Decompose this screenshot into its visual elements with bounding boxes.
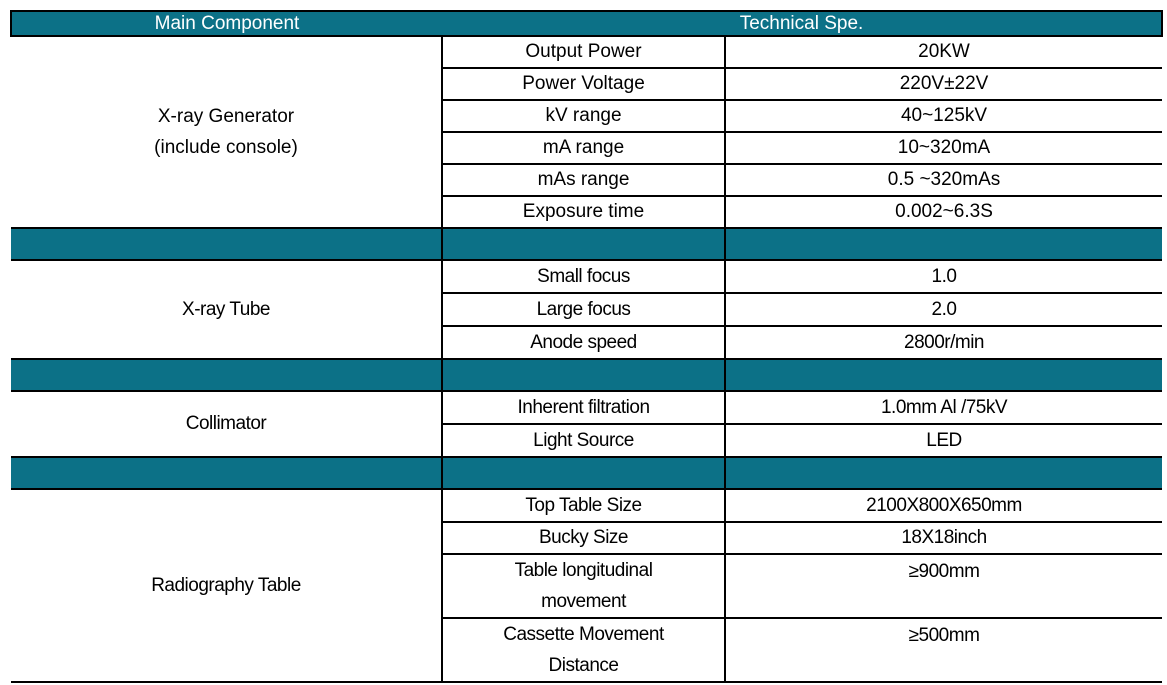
table-header-row: Main Component Technical Spe. [10, 10, 1164, 37]
component-cell-xray-tube: X-ray Tube [11, 259, 443, 360]
component-label-line: X-ray Generator [157, 106, 295, 127]
separator-row [11, 227, 1163, 261]
param-label-line: Table longitudinal [514, 560, 653, 581]
table-row: Radiography Table Top Table Size 2100X80… [11, 488, 1163, 683]
spec-table: Main Component Technical Spe. X-ray Gene… [10, 10, 1164, 683]
value-cell-kv-range: 40~125kV [723, 99, 1163, 133]
table-row: Bucky Size 18X18inch [11, 521, 1163, 555]
value-cell-mas-range: 0.5 ~320mAs [723, 163, 1163, 197]
separator-cell [441, 227, 726, 261]
param-cell-mas-range: mAs range [441, 163, 726, 197]
component-cell-collimator: Collimator [11, 390, 443, 458]
value-cell-inherent-filtration: 1.0mm Al /75kV [723, 390, 1163, 425]
component-label-line: Radiography Table [151, 574, 301, 596]
component-label-line: (include console) [154, 137, 298, 158]
param-cell-ma-range: mA range [441, 131, 726, 165]
header-technical-spec: Technical Spe. [442, 10, 1164, 37]
param-cell-bucky-size: Bucky Size [441, 521, 726, 555]
table-row: X-ray Tube Small focus 1.0 [11, 259, 1163, 360]
separator-cell [725, 358, 1163, 392]
component-cell-radiography-table: Radiography Table [11, 488, 443, 683]
param-cell-output-power: Output Power [441, 35, 726, 69]
value-cell-table-longitudinal-movement: ≥900mm [723, 553, 1163, 619]
table-row: Power Voltage 220V±22V [11, 67, 1163, 101]
param-cell-kv-range: kV range [441, 99, 726, 133]
table-row: mA range 10~320mA [11, 131, 1163, 165]
table-row: Light Source LED [11, 423, 1163, 458]
value-cell-bucky-size: 18X18inch [723, 521, 1163, 555]
param-cell-small-focus: Small focus [441, 259, 726, 294]
value-cell-ma-range: 10~320mA [723, 131, 1163, 165]
component-cell-xray-generator: X-ray Generator (include console) [11, 35, 443, 229]
param-label-line: Cassette Movement [503, 624, 664, 645]
value-cell-power-voltage: 220V±22V [723, 67, 1163, 101]
value-cell-large-focus: 2.0 [723, 292, 1163, 327]
param-cell-exposure-time: Exposure time [441, 195, 726, 229]
separator-cell [11, 456, 442, 490]
value-cell-light-source: LED [723, 423, 1163, 458]
param-cell-anode-speed: Anode speed [441, 325, 726, 360]
param-cell-cassette-movement-distance: Cassette Movement Distance [441, 617, 726, 683]
param-cell-inherent-filtration: Inherent filtration [441, 390, 726, 425]
separator-cell [11, 227, 442, 261]
value-cell-exposure-time: 0.002~6.3S [723, 195, 1163, 229]
param-label-line: Distance [548, 655, 619, 676]
separator-cell [725, 456, 1163, 490]
table-row: X-ray Generator (include console) Output… [11, 35, 1163, 229]
table-row: Exposure time 0.002~6.3S [11, 195, 1163, 229]
component-label-line: X-ray Tube [182, 298, 270, 320]
header-main-component: Main Component [10, 10, 442, 37]
value-cell-small-focus: 1.0 [723, 259, 1163, 294]
table-row: Table longitudinal movement ≥900mm [11, 553, 1163, 619]
param-cell-top-table-size: Top Table Size [441, 488, 726, 523]
table-row: Anode speed 2800r/min [11, 325, 1163, 360]
separator-cell [725, 227, 1163, 261]
param-cell-light-source: Light Source [441, 423, 726, 458]
value-cell-anode-speed: 2800r/min [723, 325, 1163, 360]
table-row: Large focus 2.0 [11, 292, 1163, 327]
param-cell-large-focus: Large focus [441, 292, 726, 327]
value-cell-output-power: 20KW [723, 35, 1163, 69]
value-cell-top-table-size: 2100X800X650mm [723, 488, 1163, 523]
value-cell-cassette-movement-distance: ≥500mm [723, 617, 1163, 683]
separator-cell [441, 358, 726, 392]
separator-row [11, 456, 1163, 490]
separator-row [11, 358, 1163, 392]
param-cell-power-voltage: Power Voltage [441, 67, 726, 101]
table-row: kV range 40~125kV [11, 99, 1163, 133]
component-label-line: Collimator [185, 413, 267, 434]
table-row: Collimator Inherent filtration 1.0mm Al … [11, 390, 1163, 458]
separator-cell [441, 456, 726, 490]
param-cell-table-longitudinal-movement: Table longitudinal movement [441, 553, 726, 619]
param-label-line: movement [541, 591, 626, 612]
table-row: mAs range 0.5 ~320mAs [11, 163, 1163, 197]
separator-cell [11, 358, 442, 392]
